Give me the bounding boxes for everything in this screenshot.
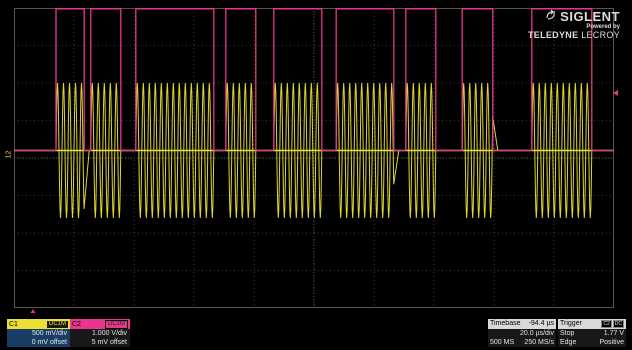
timebase-label: Timebase [490, 320, 521, 327]
ch2-info-box[interactable]: C2 DC1M 1.000 V/div 5 mV offset [70, 319, 130, 347]
ch1-burst-5 [331, 82, 400, 219]
siglent-logo: SIGLENT Powered by TELEDYNE LECROY [528, 9, 620, 40]
ch1-ground-marker[interactable]: 12 [5, 150, 13, 159]
trigger-label: Trigger [560, 320, 582, 327]
trigger-type: Edge [560, 339, 577, 346]
ch1-coupling-badge: DC1M [46, 320, 68, 328]
lecroy-label: LECROY [581, 30, 620, 40]
trigger-level-marker[interactable] [613, 90, 618, 96]
trigger-slope: Positive [599, 339, 624, 346]
powered-by-label: Powered by [586, 24, 620, 30]
trigger-level: 1.77 V [603, 330, 624, 337]
trigger-state: Stop [560, 330, 575, 337]
trigger-source-tag: C2 [601, 320, 612, 328]
ch2-scale: 1.000 V/div [91, 330, 127, 337]
ch1-info-box[interactable]: C1 DC1M 500 mV/div 0 mV offset [7, 319, 70, 347]
siglent-swirl-icon [545, 9, 557, 23]
timebase-delay: -94.4 µs [528, 320, 554, 327]
status-bar: C1 DC1M 500 mV/div 0 mV offset C2 DC1M 1… [0, 313, 632, 350]
timebase-scale: 20.0 µs/div [520, 330, 554, 337]
ch1-label: C1 [9, 320, 18, 328]
memory-depth: 500 MS [490, 339, 515, 346]
ch2-coupling-badge: DC1M [104, 319, 128, 329]
teledyne-label: TELEDYNE [527, 30, 579, 40]
trigger-info-box[interactable]: Trigger C2 DC Stop 1.77 V Edge Positive [558, 319, 626, 347]
ch2-offset: 5 mV offset [91, 339, 127, 346]
timebase-info-box[interactable]: Timebase -94.4 µs 20.0 µs/div 500 MS 250… [488, 319, 556, 347]
waveform-display[interactable] [14, 8, 614, 308]
sample-rate: 250 MS/s [524, 339, 554, 346]
ch2-label: C2 [72, 320, 81, 328]
ch1-burst-7 [457, 82, 499, 219]
ch1-burst-0 [51, 82, 90, 219]
ch2-position-marker[interactable] [30, 309, 36, 314]
ch1-offset: 0 mV offset [31, 339, 67, 346]
brand-name: SIGLENT [560, 8, 620, 24]
ch1-scale: 500 mV/div [31, 330, 67, 337]
trigger-coupling-tag: DC [612, 320, 624, 328]
